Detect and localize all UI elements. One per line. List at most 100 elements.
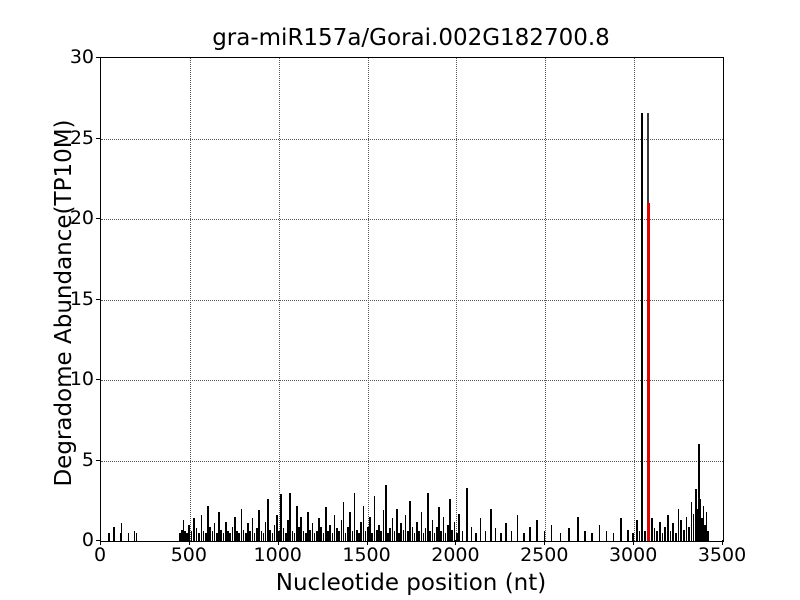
bar (475, 532, 477, 541)
bar (253, 532, 256, 541)
bar (200, 515, 203, 541)
x-tick-mark (722, 540, 723, 545)
bar (494, 528, 497, 541)
bar (688, 526, 690, 541)
bar (598, 524, 601, 541)
x-tick-label: 2500 (520, 544, 569, 566)
bar (267, 499, 269, 541)
gridline-horizontal (101, 138, 723, 140)
y-tick-mark (96, 298, 101, 300)
gridline-horizontal (101, 219, 723, 220)
bar (641, 112, 643, 541)
bar (347, 526, 349, 541)
bar (271, 532, 274, 541)
bar (536, 520, 538, 541)
bar (369, 516, 371, 541)
bar (559, 532, 562, 541)
bar (307, 512, 309, 541)
bar (675, 532, 677, 541)
bar (278, 531, 280, 541)
bar (119, 532, 122, 541)
bar (335, 528, 338, 541)
y-tick-label: 15 (69, 287, 94, 310)
bar (249, 531, 251, 541)
bar (282, 528, 285, 541)
bar (707, 531, 709, 541)
bar (685, 516, 688, 541)
bar (373, 495, 376, 541)
gridline-horizontal (101, 380, 723, 381)
bar (222, 532, 225, 541)
bar (284, 532, 287, 541)
bar (242, 529, 245, 541)
bar (135, 532, 138, 541)
bar (384, 484, 387, 541)
bar (338, 531, 340, 541)
bar (181, 529, 183, 541)
grid-layer (101, 58, 723, 541)
bar (456, 532, 458, 541)
bar (404, 515, 407, 541)
bar (344, 532, 347, 541)
gridline-vertical (278, 58, 280, 541)
bar (190, 531, 193, 541)
bar (113, 526, 116, 541)
bar (184, 531, 186, 541)
x-tick-label: 1500 (342, 544, 391, 566)
y-tick-mark (96, 540, 101, 541)
gridline-vertical (456, 58, 458, 541)
bar (451, 529, 454, 541)
bar (692, 513, 695, 541)
bar (656, 531, 658, 541)
bar (333, 515, 336, 541)
gridline-vertical (634, 58, 636, 541)
bar (619, 518, 622, 541)
bar (683, 529, 685, 541)
gridline-horizontal (101, 460, 723, 462)
x-tick-mark (544, 540, 546, 545)
bar (510, 531, 513, 541)
bar (387, 532, 389, 541)
bar (409, 500, 411, 541)
bar (438, 507, 440, 541)
bar (420, 512, 423, 541)
y-tick-mark (96, 57, 101, 58)
y-tick-mark (96, 459, 101, 461)
bar (413, 532, 416, 541)
bar (702, 505, 705, 541)
y-tick-label: 0 (81, 529, 94, 551)
bar (411, 526, 414, 541)
bar (584, 531, 586, 541)
bar (360, 521, 363, 541)
bar (694, 489, 697, 541)
bar-cleavage-site (646, 202, 650, 541)
bar (651, 518, 653, 541)
x-tick-mark (455, 540, 457, 545)
x-tick-label: 0 (93, 544, 107, 566)
bar (458, 513, 460, 541)
page-title: gra-miR157a/Gorai.002G182700.8 (212, 25, 610, 51)
bar (664, 526, 666, 541)
bar (643, 531, 646, 541)
bar (400, 523, 403, 541)
bar (669, 531, 672, 541)
bar (296, 505, 298, 541)
y-tick-label: 25 (69, 126, 94, 149)
bar (672, 523, 674, 541)
bar (705, 512, 708, 541)
bar (133, 531, 136, 541)
bar (680, 520, 682, 541)
bar (293, 532, 296, 541)
bar (251, 518, 254, 541)
x-tick-mark (100, 540, 101, 545)
bar (635, 520, 638, 541)
bar (550, 524, 553, 541)
bars-layer (101, 58, 723, 541)
bar (516, 515, 519, 541)
bar (427, 492, 429, 541)
bar (484, 531, 487, 541)
bar (418, 531, 420, 541)
bar (204, 532, 207, 541)
bar (466, 487, 468, 541)
bar (276, 515, 278, 541)
